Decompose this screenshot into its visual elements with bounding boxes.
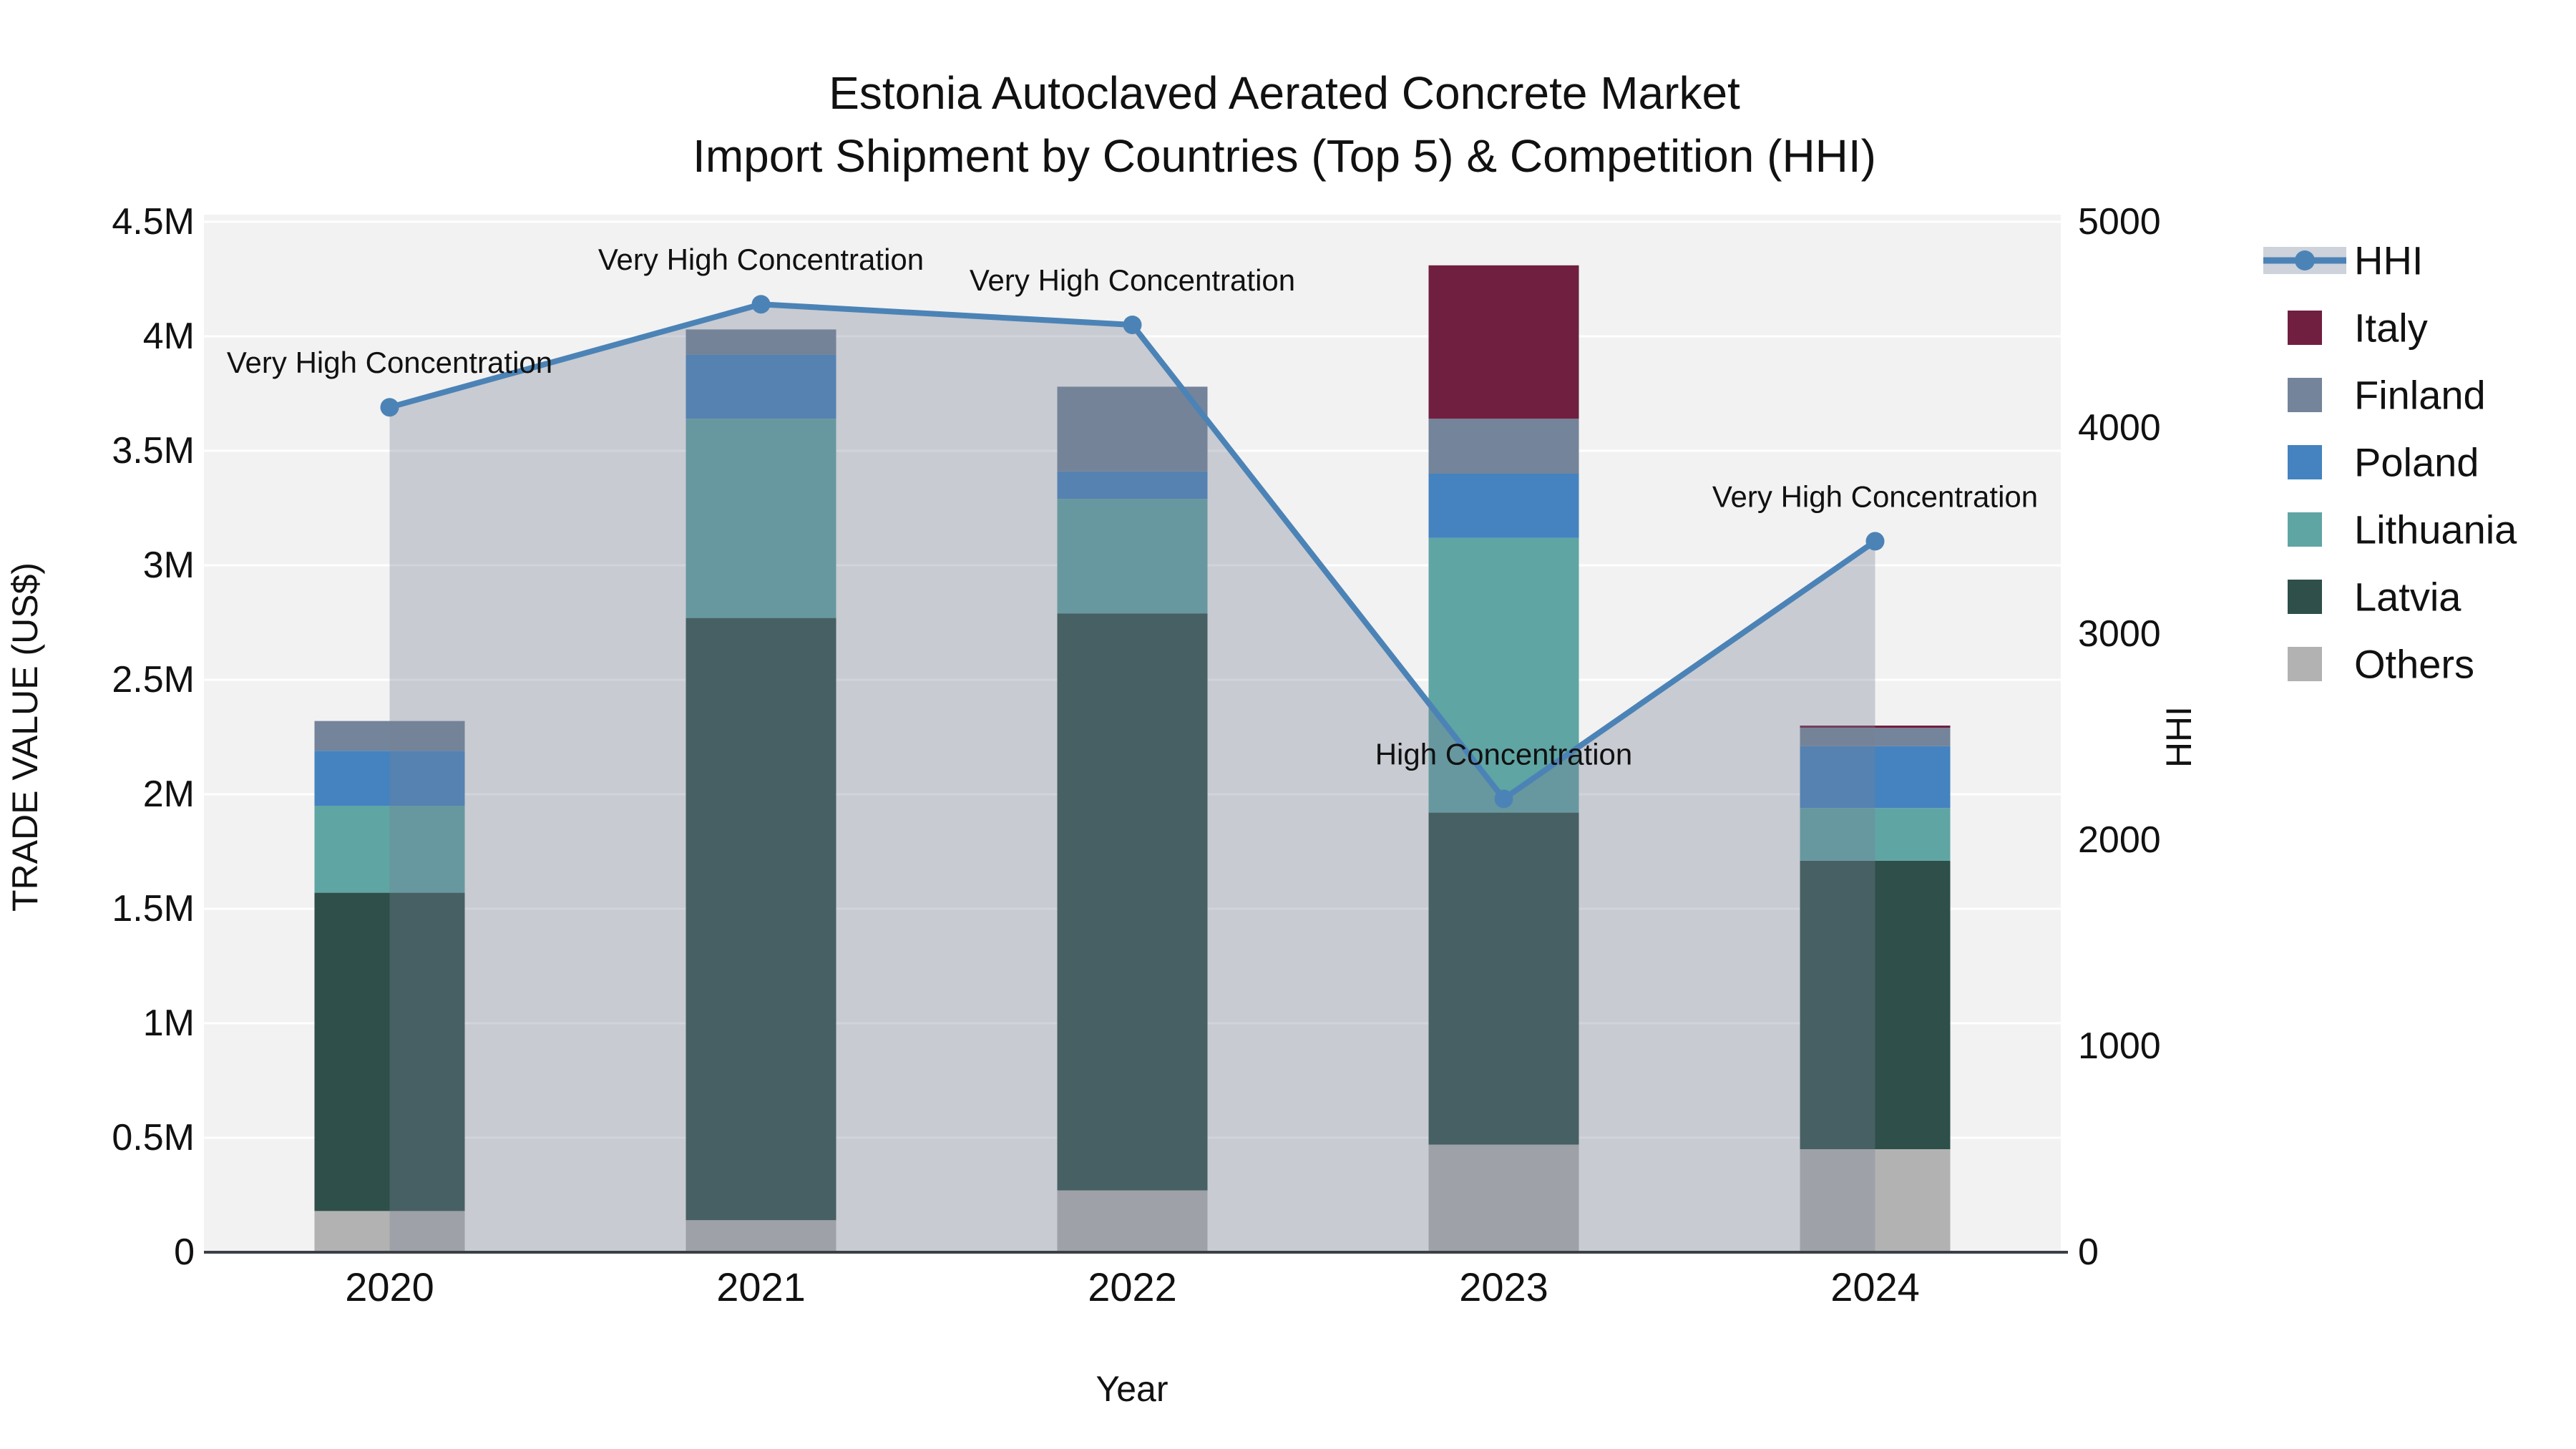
bar-segment-2023-poland	[1428, 474, 1579, 538]
legend-item-poland[interactable]: Poland	[2288, 440, 2479, 485]
annotation-2024: Very High Concentration	[1712, 479, 2038, 513]
bar-segment-2022-others	[1057, 1190, 1208, 1252]
left-tick-2M: 2M	[143, 774, 195, 815]
left-tick-0.5M: 0.5M	[112, 1117, 195, 1158]
right-tick-1000: 1000	[2078, 1025, 2161, 1067]
bar-segment-2021-others	[686, 1220, 836, 1252]
x-tick-2021: 2021	[716, 1264, 806, 1309]
hhi-marker-2023	[1494, 789, 1513, 809]
bar-segment-2023-italy	[1428, 265, 1579, 419]
bar-segment-2024-finland	[1800, 728, 1951, 746]
legend-swatch-lithuania	[2288, 512, 2322, 547]
x-tick-labels: 2020 2021 2022 2023 2024	[345, 1264, 1920, 1309]
chart-title-line1: Estonia Autoclaved Aerated Concrete Mark…	[829, 67, 1740, 119]
legend-item-hhi[interactable]: HHI	[2263, 238, 2423, 283]
bars	[314, 265, 1951, 1252]
legend-label-italy: Italy	[2354, 306, 2428, 351]
hhi-marker-2021	[751, 295, 771, 314]
hhi-markers	[380, 295, 1885, 809]
bar-segment-2021-poland	[686, 354, 836, 419]
legend-item-finland[interactable]: Finland	[2288, 373, 2486, 418]
annotation-2023: High Concentration	[1375, 737, 1633, 771]
x-tick-2024: 2024	[1830, 1264, 1920, 1309]
left-tick-4M: 4M	[143, 316, 195, 357]
legend-hhi-marker	[2295, 250, 2315, 270]
left-tick-3.5M: 3.5M	[112, 430, 195, 472]
bar-segment-2022-poland	[1057, 471, 1208, 499]
bar-segment-2022-lithuania	[1057, 499, 1208, 614]
bar-segment-2020-finland	[314, 721, 465, 751]
x-tick-2022: 2022	[1088, 1264, 1177, 1309]
right-tick-labels: 0 1000 2000 3000 4000 5000	[2078, 201, 2161, 1273]
right-tick-3000: 3000	[2078, 613, 2161, 655]
bar-segment-2023-others	[1428, 1144, 1579, 1252]
x-tick-2023: 2023	[1459, 1264, 1548, 1309]
legend-swatch-poland	[2288, 445, 2322, 479]
plot-area: Very High Concentration Very High Concent…	[112, 201, 2160, 1309]
legend-label-hhi: HHI	[2354, 238, 2423, 283]
bar-segment-2024-latvia	[1800, 860, 1951, 1149]
bar-segment-2022-latvia	[1057, 613, 1208, 1191]
bar-segment-2024-italy	[1800, 726, 1951, 728]
right-axis-title: HHI	[2159, 706, 2199, 768]
left-tick-3M: 3M	[143, 545, 195, 586]
right-tick-2000: 2000	[2078, 819, 2161, 861]
left-tick-2.5M: 2.5M	[112, 659, 195, 701]
legend-item-latvia[interactable]: Latvia	[2288, 575, 2462, 620]
annotations: Very High Concentration Very High Concent…	[227, 243, 2038, 771]
legend-swatch-latvia	[2288, 580, 2322, 614]
left-tick-4.5M: 4.5M	[112, 201, 195, 243]
annotation-2022: Very High Concentration	[970, 263, 1295, 297]
bar-segment-2020-poland	[314, 751, 465, 806]
legend-label-others: Others	[2354, 642, 2474, 687]
left-tick-labels: 0 0.5M 1M 1.5M 2M 2.5M 3M 3.5M 4M 4.5M	[112, 201, 195, 1273]
hhi-marker-2024	[1865, 532, 1885, 551]
x-tick-2020: 2020	[345, 1264, 434, 1309]
hhi-marker-2020	[380, 398, 399, 417]
hhi-marker-2022	[1123, 316, 1142, 334]
bar-segment-2021-finland	[686, 329, 836, 355]
left-tick-1M: 1M	[143, 1002, 195, 1044]
bar-segment-2020-lithuania	[314, 806, 465, 893]
legend-swatch-italy	[2288, 311, 2322, 345]
bar-segment-2020-others	[314, 1211, 465, 1252]
legend-item-italy[interactable]: Italy	[2288, 306, 2428, 351]
bar-segment-2023-latvia	[1428, 812, 1579, 1145]
legend-swatch-others	[2288, 647, 2322, 681]
left-tick-1.5M: 1.5M	[112, 888, 195, 930]
bar-segment-2022-finland	[1057, 386, 1208, 472]
legend-label-lithuania: Lithuania	[2354, 507, 2517, 552]
bar-segment-2024-poland	[1800, 746, 1951, 809]
legend-item-lithuania[interactable]: Lithuania	[2288, 507, 2517, 552]
x-axis-title: Year	[1096, 1369, 1168, 1409]
legend-swatch-finland	[2288, 378, 2322, 412]
bar-segment-2021-latvia	[686, 618, 836, 1221]
bar-segment-2021-lithuania	[686, 419, 836, 618]
bar-segment-2024-lithuania	[1800, 808, 1951, 861]
legend-label-finland: Finland	[2354, 373, 2486, 418]
right-tick-4000: 4000	[2078, 407, 2161, 449]
annotation-2021: Very High Concentration	[598, 243, 924, 276]
legend-label-poland: Poland	[2354, 440, 2479, 485]
right-tick-0: 0	[2078, 1231, 2099, 1273]
legend-item-others[interactable]: Others	[2288, 642, 2474, 687]
left-axis-title: TRADE VALUE (US$)	[5, 562, 45, 912]
legend: HHI Italy Finland Poland Lithuania Latvia Othe…	[2263, 238, 2517, 687]
right-tick-5000: 5000	[2078, 201, 2161, 243]
bar-segment-2020-latvia	[314, 892, 465, 1211]
bar-segment-2024-others	[1800, 1149, 1951, 1252]
bar-segment-2023-finland	[1428, 419, 1579, 474]
annotation-2020: Very High Concentration	[227, 346, 552, 379]
legend-label-latvia: Latvia	[2354, 575, 2462, 620]
hhi-area-fill	[389, 304, 1875, 1253]
chart-title-line2: Import Shipment by Countries (Top 5) & C…	[693, 130, 1876, 182]
left-tick-0: 0	[174, 1231, 195, 1273]
